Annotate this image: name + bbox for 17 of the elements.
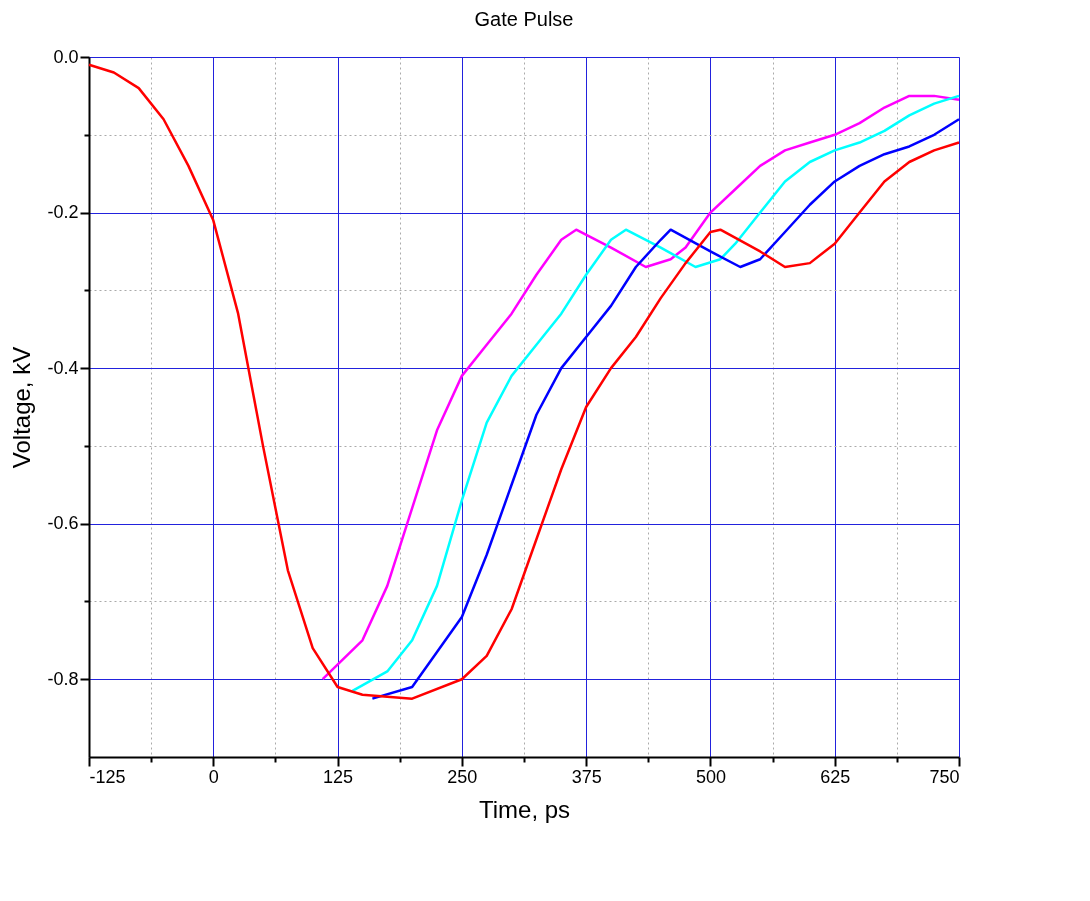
x-tick-label: 250 (447, 766, 478, 787)
y-axis-title: Voltage, kV (8, 346, 36, 469)
y-tick-label: -0.6 (47, 513, 79, 534)
x-tick-label: 625 (820, 766, 851, 787)
x-tick-label: -125 (89, 766, 126, 787)
x-tick-label: 0 (208, 766, 219, 787)
y-tick-label: -0.2 (47, 202, 79, 223)
y-tick-label: 0.0 (53, 46, 79, 67)
x-tick-label: 125 (323, 766, 354, 787)
y-tick-label: -0.8 (47, 668, 79, 689)
chart-title: Gate Pulse (474, 8, 574, 30)
x-tick-label: 750 (929, 766, 960, 787)
x-tick-label: 375 (571, 766, 602, 787)
line-series (87, 63, 961, 700)
y-tick-label: -0.4 (47, 357, 79, 378)
x-axis-title: Time, ps (478, 795, 571, 823)
x-tick-label: 500 (695, 766, 726, 787)
